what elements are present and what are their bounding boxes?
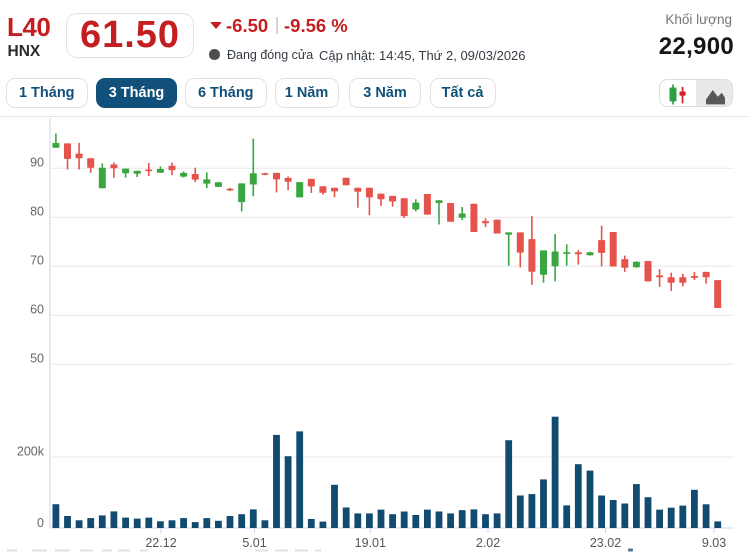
svg-text:50: 50 [30, 351, 44, 365]
svg-text:9.03: 9.03 [702, 536, 726, 550]
svg-text:5.01: 5.01 [242, 536, 266, 550]
svg-text:200k: 200k [17, 445, 45, 459]
svg-text:0: 0 [37, 516, 44, 530]
svg-text:22.12: 22.12 [145, 536, 176, 550]
svg-text:80: 80 [30, 204, 44, 218]
svg-text:19.01: 19.01 [355, 536, 386, 550]
svg-text:90: 90 [30, 155, 44, 169]
svg-text:60: 60 [30, 302, 44, 316]
svg-text:23.02: 23.02 [590, 536, 621, 550]
svg-text:2.02: 2.02 [476, 536, 500, 550]
svg-text:70: 70 [30, 253, 44, 267]
